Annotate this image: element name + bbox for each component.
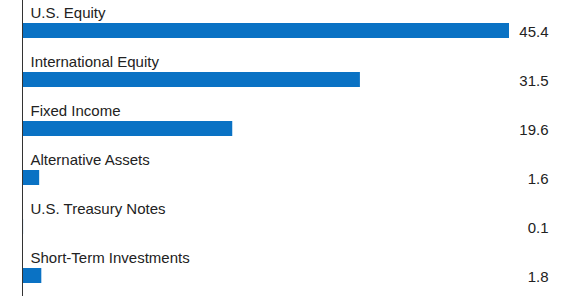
svg-text:U.S. Treasury Notes: U.S. Treasury Notes — [31, 200, 166, 217]
svg-text:International Equity: International Equity — [31, 53, 160, 70]
svg-text:Alternative Assets: Alternative Assets — [31, 151, 150, 168]
svg-text:19.6: 19.6 — [519, 121, 548, 138]
svg-text:1.8: 1.8 — [528, 268, 549, 285]
svg-text:U.S. Equity: U.S. Equity — [31, 4, 107, 21]
svg-text:31.5: 31.5 — [519, 72, 548, 89]
svg-text:45.4: 45.4 — [519, 23, 548, 40]
svg-text:Short-Term Investments: Short-Term Investments — [31, 249, 190, 266]
svg-text:0.1: 0.1 — [528, 219, 549, 236]
svg-text:1.6: 1.6 — [528, 170, 549, 187]
svg-text:Fixed Income: Fixed Income — [31, 102, 121, 119]
